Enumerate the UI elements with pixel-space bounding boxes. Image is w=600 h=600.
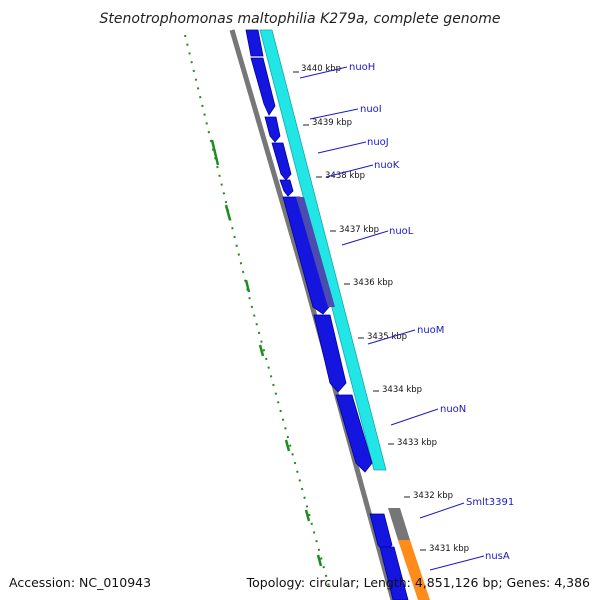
cds-track bbox=[245, 29, 409, 600]
gene-label-nuoH[interactable]: nuoH bbox=[349, 62, 375, 73]
gene-label-nusA[interactable]: nusA bbox=[485, 551, 510, 562]
gene-label-Smlt3391[interactable]: Smlt3391 bbox=[466, 497, 514, 508]
gene-label-nuoL[interactable]: nuoL bbox=[389, 226, 414, 237]
tick-label-3437: 3437 kbp bbox=[339, 225, 379, 235]
gene-label-nuoM[interactable]: nuoM bbox=[417, 325, 444, 336]
tick-labels: 3440 kbp 3439 kbp 3438 kbp 3437 kbp 3436… bbox=[301, 64, 469, 554]
gene-labels: nuoH nuoI nuoJ nuoK nuoL nuoM nuoN Smlt3… bbox=[349, 62, 514, 562]
tick-label-3433: 3433 kbp bbox=[397, 438, 437, 448]
gc-skew-track bbox=[184, 34, 331, 591]
map-title: Stenotrophomonas maltophilia K279a, comp… bbox=[100, 11, 501, 27]
tick-label-3438: 3438 kbp bbox=[325, 171, 365, 181]
tick-label-3431: 3431 kbp bbox=[429, 544, 469, 554]
genome-stats-label: Topology: circular; Length: 4,851,126 bp… bbox=[246, 575, 590, 590]
tick-label-3432: 3432 kbp bbox=[413, 491, 453, 501]
tick-label-3440: 3440 kbp bbox=[301, 64, 341, 74]
gene-label-nuoJ[interactable]: nuoJ bbox=[367, 137, 389, 148]
cog-track bbox=[259, 29, 430, 600]
tick-label-3434: 3434 kbp bbox=[382, 385, 422, 395]
genome-backbone bbox=[229, 29, 396, 600]
tick-label-3439: 3439 kbp bbox=[312, 118, 352, 128]
gene-label-nuoN[interactable]: nuoN bbox=[440, 404, 466, 415]
tick-label-3436: 3436 kbp bbox=[353, 278, 393, 288]
tick-marks bbox=[293, 71, 426, 551]
accession-label: Accession: NC_010943 bbox=[9, 575, 151, 590]
gene-label-nuoI[interactable]: nuoI bbox=[360, 104, 382, 115]
tick-label-3435: 3435 kbp bbox=[367, 332, 407, 342]
gene-leader-lines bbox=[299, 66, 485, 571]
gene-label-nuoK[interactable]: nuoK bbox=[374, 160, 400, 171]
